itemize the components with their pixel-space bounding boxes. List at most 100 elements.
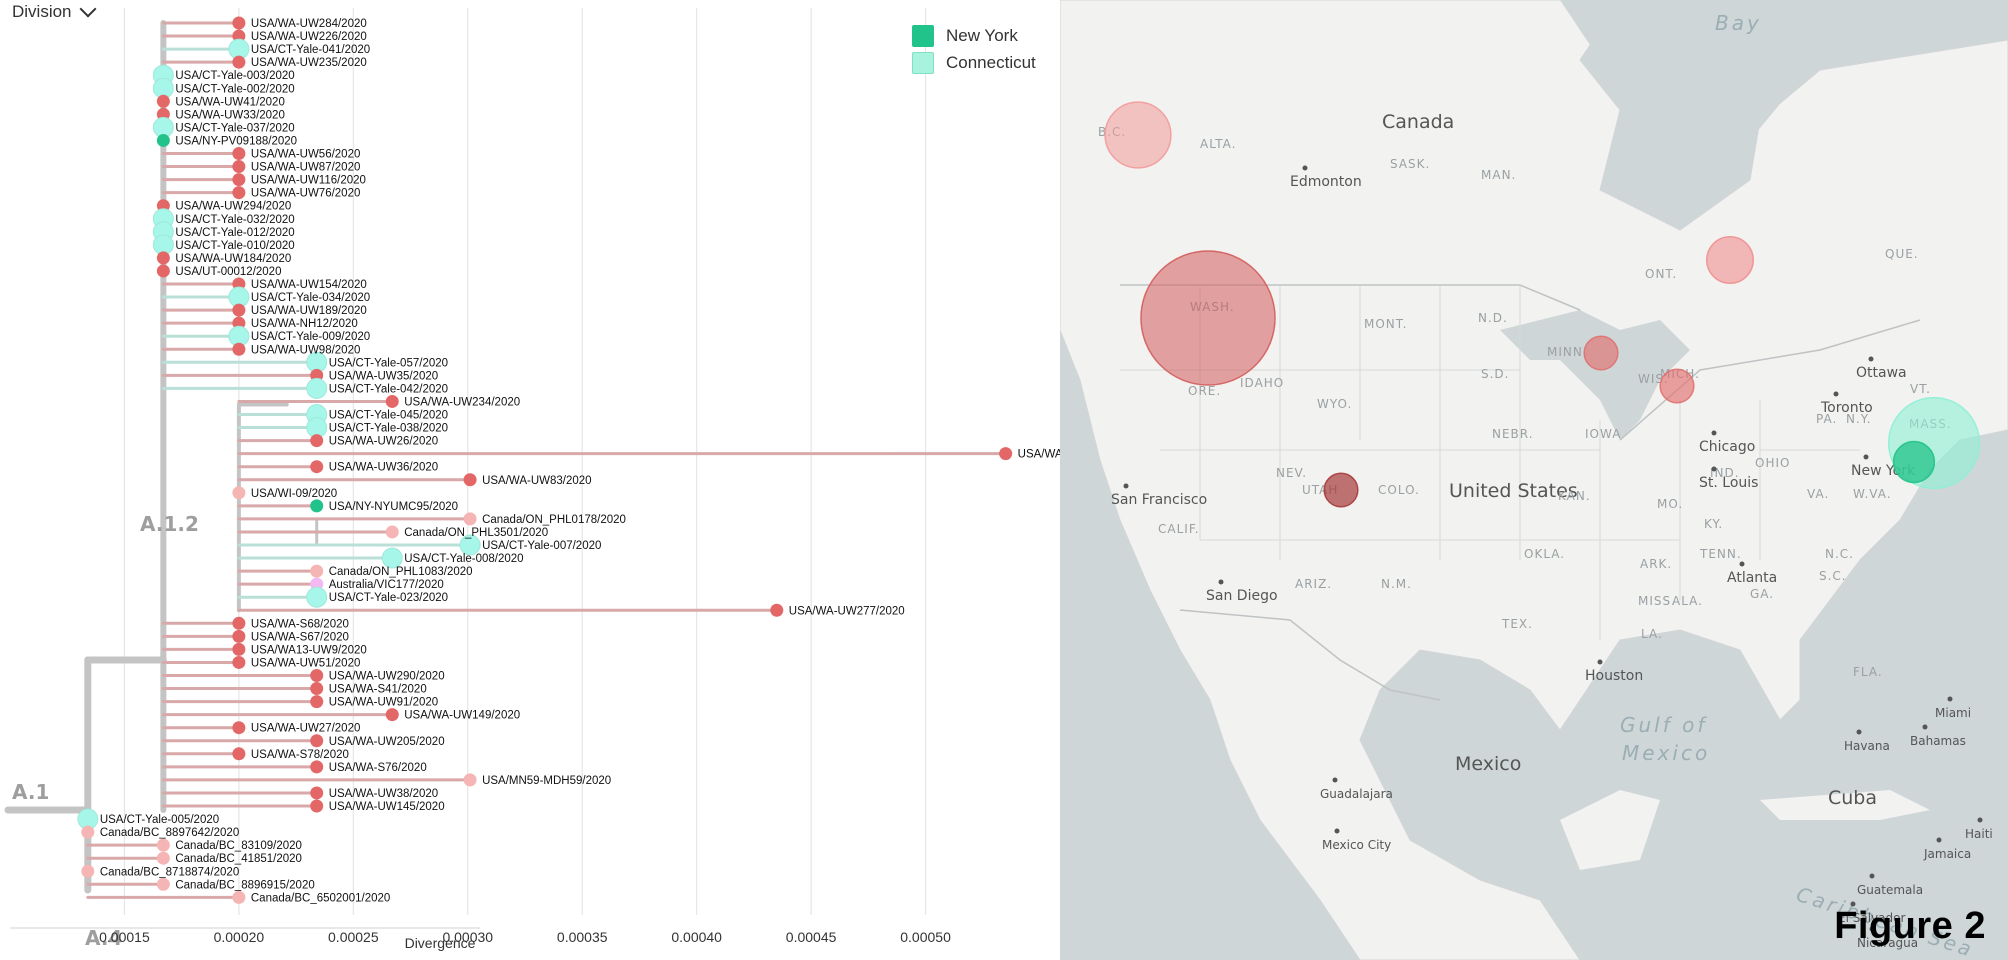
tip-label: USA/WA-UW235/2020 — [251, 57, 367, 69]
tree-tip[interactable] — [310, 564, 324, 578]
city-dot — [1302, 165, 1308, 171]
tree-tip[interactable] — [156, 94, 170, 108]
tree-tip[interactable] — [232, 655, 246, 669]
tip-label: USA/WA-UW35/2020 — [329, 370, 439, 382]
tree-tip[interactable] — [463, 473, 477, 487]
tree-tip[interactable] — [232, 629, 246, 643]
tree-tip[interactable] — [999, 447, 1013, 461]
tree-tip[interactable] — [310, 799, 324, 813]
map-panel[interactable]: Canada United States Mexico Cuba Bay Gulf of M… — [1060, 0, 2008, 960]
tree-tip[interactable] — [310, 669, 324, 682]
city-label: Guatemala — [1857, 883, 1923, 897]
tree-tip[interactable] — [310, 734, 324, 748]
tree-tip[interactable] — [232, 747, 246, 761]
tip-labels: USA/WA-UW284/2020USA/WA-UW226/2020USA/CT… — [100, 18, 1060, 904]
tree-tip[interactable] — [310, 499, 324, 513]
tree-tip[interactable] — [232, 55, 246, 69]
tree-tip[interactable] — [156, 851, 170, 865]
region-label: ALTA. — [1200, 137, 1236, 151]
tip-label: USA/NY-PV09188/2020 — [175, 135, 297, 147]
region-label: MO. — [1657, 497, 1683, 511]
city-dot — [1977, 817, 1983, 823]
clade-label: A.1.2 — [140, 512, 199, 536]
tree-tip[interactable] — [232, 160, 246, 174]
tree-tip[interactable] — [463, 512, 477, 526]
tree-tip[interactable] — [232, 147, 246, 160]
tip-label: Canada/BC_8897642/2020 — [100, 827, 239, 839]
tree-tip[interactable] — [459, 534, 481, 556]
tree-tip[interactable] — [232, 342, 246, 356]
region-label: ALA. — [1672, 594, 1703, 608]
region-label: MAN. — [1481, 168, 1516, 182]
tree-tip[interactable] — [385, 525, 399, 539]
tree-tip[interactable] — [310, 460, 324, 474]
tree-tip[interactable] — [232, 890, 246, 904]
city-label: Chicago — [1699, 439, 1755, 455]
location-bubble[interactable] — [1706, 236, 1754, 284]
tree-tip[interactable] — [156, 264, 170, 278]
tip-label: USA/WA-UW27/2020 — [251, 723, 361, 735]
tip-label: USA/WA-UW116/2020 — [251, 175, 366, 187]
tree-tip[interactable] — [156, 133, 170, 147]
tree-tip[interactable] — [381, 547, 403, 569]
location-bubble[interactable] — [1583, 335, 1619, 371]
region-label: W.VA. — [1853, 487, 1892, 501]
region-label: S.C. — [1819, 569, 1847, 583]
tip-label: USA/CT-Yale-007/2020 — [482, 540, 601, 552]
tree-tip[interactable] — [232, 16, 246, 30]
great-lakes — [1500, 310, 1690, 440]
tree-tip[interactable] — [385, 394, 399, 408]
tip-label: USA/WA-UW26/2020 — [329, 436, 439, 448]
tree-tip[interactable] — [81, 864, 95, 878]
city-label: St. Louis — [1699, 475, 1758, 491]
tip-label: Canada/ON_PHL3501/2020 — [404, 527, 548, 539]
tree-tip[interactable] — [385, 708, 399, 722]
tree-tip[interactable] — [156, 877, 170, 891]
legend-item-connecticut[interactable]: Connecticut — [912, 49, 1036, 76]
region-label: MISS. — [1638, 594, 1676, 608]
location-bubble[interactable] — [1104, 101, 1172, 169]
location-bubble[interactable] — [1323, 472, 1359, 508]
tree-tip[interactable] — [310, 786, 324, 800]
color-by-dropdown[interactable]: Division — [12, 0, 97, 22]
tree-tip[interactable] — [310, 695, 324, 709]
region-label: NEBR. — [1492, 427, 1534, 441]
region-label: TENN. — [1699, 547, 1742, 561]
tree-tip[interactable] — [156, 838, 170, 852]
tree-branches — [4, 20, 1008, 899]
tree-tip[interactable] — [310, 760, 324, 774]
tree-tip[interactable] — [232, 642, 246, 656]
location-bubble[interactable] — [1892, 440, 1936, 484]
city-label: Havana — [1844, 739, 1890, 753]
tree-tip[interactable] — [232, 186, 246, 200]
city-label: Guadalajara — [1320, 787, 1393, 801]
tip-label: USA/WA-S68/2020 — [251, 618, 349, 630]
map[interactable]: Canada United States Mexico Cuba Bay Gulf of M… — [1060, 0, 2008, 960]
region-label: KY. — [1704, 517, 1723, 531]
location-bubble[interactable] — [1140, 250, 1276, 386]
tree-tip[interactable] — [232, 173, 246, 187]
tree-tips[interactable] — [77, 16, 1013, 904]
tree-tip[interactable] — [232, 721, 246, 735]
tree-tip[interactable] — [232, 486, 246, 500]
city-dot — [1123, 483, 1129, 489]
water-label: Gulf of — [1620, 713, 1707, 737]
tree-tip[interactable] — [232, 616, 246, 630]
tree-tip[interactable] — [306, 586, 328, 608]
tree-tip[interactable] — [156, 251, 170, 265]
tree-tip[interactable] — [306, 377, 328, 399]
hudson-bay — [1560, 0, 1820, 170]
location-bubble[interactable] — [1659, 368, 1695, 404]
tree-tip[interactable] — [463, 773, 477, 787]
location-bubbles[interactable] — [1104, 101, 1981, 508]
tree-tip[interactable] — [770, 603, 784, 617]
tree-tip[interactable] — [81, 825, 95, 839]
tip-label: USA/WA-UW226/2020 — [251, 31, 367, 43]
tree-tip[interactable] — [232, 303, 246, 317]
tree-tip[interactable] — [310, 682, 324, 696]
tip-label: USA/WA-UW184/2020 — [175, 253, 291, 265]
region-label: GA. — [1750, 587, 1774, 601]
tree-tip[interactable] — [310, 434, 324, 448]
legend-item-new-york[interactable]: New York — [912, 22, 1036, 49]
city-label: Ottawa — [1856, 365, 1907, 381]
